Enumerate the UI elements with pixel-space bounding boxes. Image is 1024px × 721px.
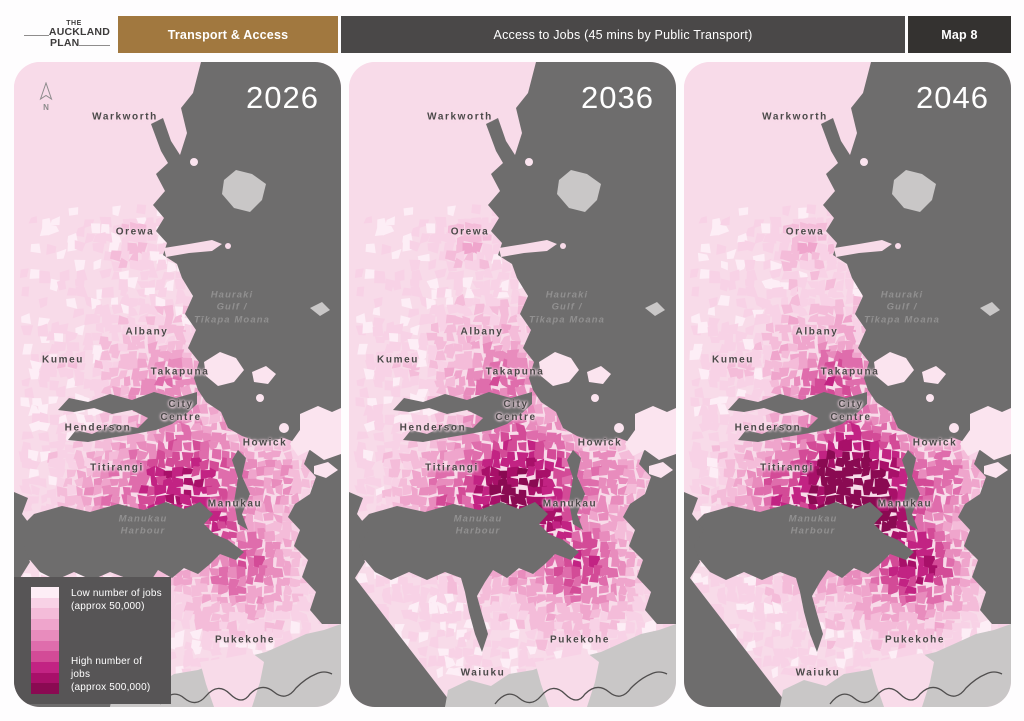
north-label: N <box>43 103 49 112</box>
legend-low-label: Low number of jobs <box>71 588 162 599</box>
year-label-2046: 2046 <box>916 80 989 115</box>
logo-line-auckland: AUCKLAND <box>48 26 110 38</box>
map-panel-2046: 2046 Warkworth Orewa Albany Kumeu Takapuna Ci… <box>684 62 1011 707</box>
auckland-choropleth-2036 <box>349 62 676 707</box>
legend-swatch <box>31 661 59 673</box>
legend-swatch <box>31 587 59 598</box>
legend-swatch <box>31 651 59 662</box>
legend-swatch <box>31 619 59 630</box>
legend-swatch <box>31 683 59 695</box>
auckland-choropleth-2046 <box>684 62 1011 707</box>
auckland-plan-logo: THE AUCKLAND PLAN <box>24 14 110 54</box>
legend-high-sub: (approx 500,000) <box>71 682 151 693</box>
north-arrow: N <box>38 82 54 112</box>
legend-swatch <box>31 608 59 620</box>
map-panel-2026: N 2026 Warkworth Orewa Albany Kumeu Takapuna… <box>14 62 341 707</box>
legend-high-entry: High number of jobs (approx 500,000) <box>71 655 163 694</box>
legend-swatch <box>31 629 59 641</box>
legend-color-ramp <box>31 587 59 695</box>
legend-swatch <box>31 597 59 609</box>
legend-swatch <box>31 640 59 652</box>
maps-row: N 2026 Warkworth Orewa Albany Kumeu Takapuna… <box>14 62 1011 707</box>
legend-low-entry: Low number of jobs (approx 50,000) <box>71 587 163 613</box>
section-label: Transport & Access <box>118 16 338 53</box>
map-legend: Low number of jobs (approx 50,000) High … <box>14 577 171 704</box>
map-number-badge: Map 8 <box>908 16 1011 53</box>
logo-rule-left <box>24 34 49 36</box>
map-panel-2036: 2036 Warkworth Orewa Albany Kumeu Takapuna Ci… <box>349 62 676 707</box>
year-label-2026: 2026 <box>246 80 319 115</box>
logo-line-plan: PLAN <box>50 36 80 49</box>
north-arrow-icon <box>39 82 53 101</box>
logo-line-the: THE <box>66 20 82 27</box>
year-label-2036: 2036 <box>581 80 654 115</box>
map-title: Access to Jobs (45 mins by Public Transp… <box>341 16 905 53</box>
legend-swatch <box>31 672 59 684</box>
logo-rule-right <box>79 45 110 46</box>
legend-low-sub: (approx 50,000) <box>71 601 145 612</box>
legend-high-label: High number of jobs <box>71 656 143 680</box>
header-bar: THE AUCKLAND PLAN Transport & Access Acc… <box>0 16 1024 53</box>
